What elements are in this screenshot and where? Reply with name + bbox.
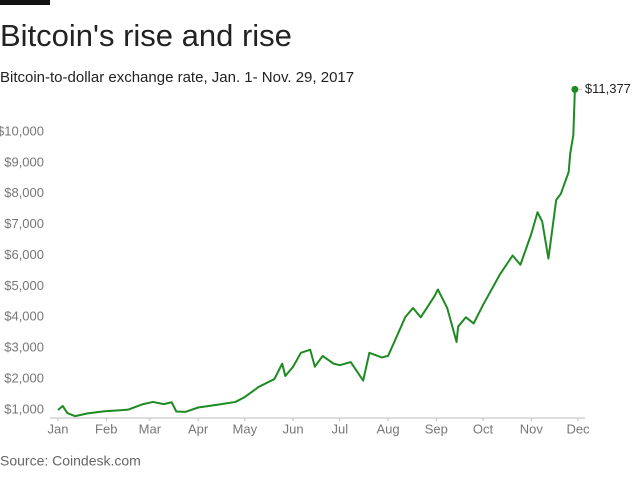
y-tick-label: $9,000 bbox=[4, 154, 44, 169]
y-tick-label: $1,000 bbox=[4, 401, 44, 416]
y-tick-label: $6,000 bbox=[4, 247, 44, 262]
annotation-label: $11,377 bbox=[585, 81, 631, 96]
x-tick-label: Oct bbox=[473, 421, 494, 436]
x-tick-label: Jul bbox=[331, 421, 348, 436]
y-tick-label: $8,000 bbox=[4, 185, 44, 200]
header-bar bbox=[0, 0, 50, 5]
end-dot bbox=[571, 85, 579, 93]
x-tick-label: Aug bbox=[376, 421, 399, 436]
x-tick-label: Jun bbox=[283, 421, 304, 436]
y-tick-label: $5,000 bbox=[4, 278, 44, 293]
x-tick-label: Sep bbox=[425, 421, 448, 436]
y-tick-label: $2,000 bbox=[4, 371, 44, 386]
x-tick-label: May bbox=[233, 421, 258, 436]
x-tick-label: Dec bbox=[566, 421, 590, 436]
y-tick-label: $7,000 bbox=[4, 216, 44, 231]
x-tick-label: Nov bbox=[520, 421, 544, 436]
chart-subtitle: Bitcoin-to-dollar exchange rate, Jan. 1-… bbox=[0, 69, 354, 86]
x-tick-label: Mar bbox=[139, 421, 162, 436]
chart-title: Bitcoin's rise and rise bbox=[0, 18, 292, 53]
y-tick-label: $3,000 bbox=[4, 340, 44, 355]
y-tick-label: $4,000 bbox=[4, 309, 44, 324]
price-line bbox=[57, 89, 576, 418]
x-tick-label: Feb bbox=[95, 421, 117, 436]
x-tick-label: Apr bbox=[188, 421, 209, 436]
y-tick-label: $10,000 bbox=[0, 123, 44, 138]
source: Source: Coindesk.com bbox=[0, 453, 141, 469]
x-tick-label: Jan bbox=[48, 421, 69, 436]
